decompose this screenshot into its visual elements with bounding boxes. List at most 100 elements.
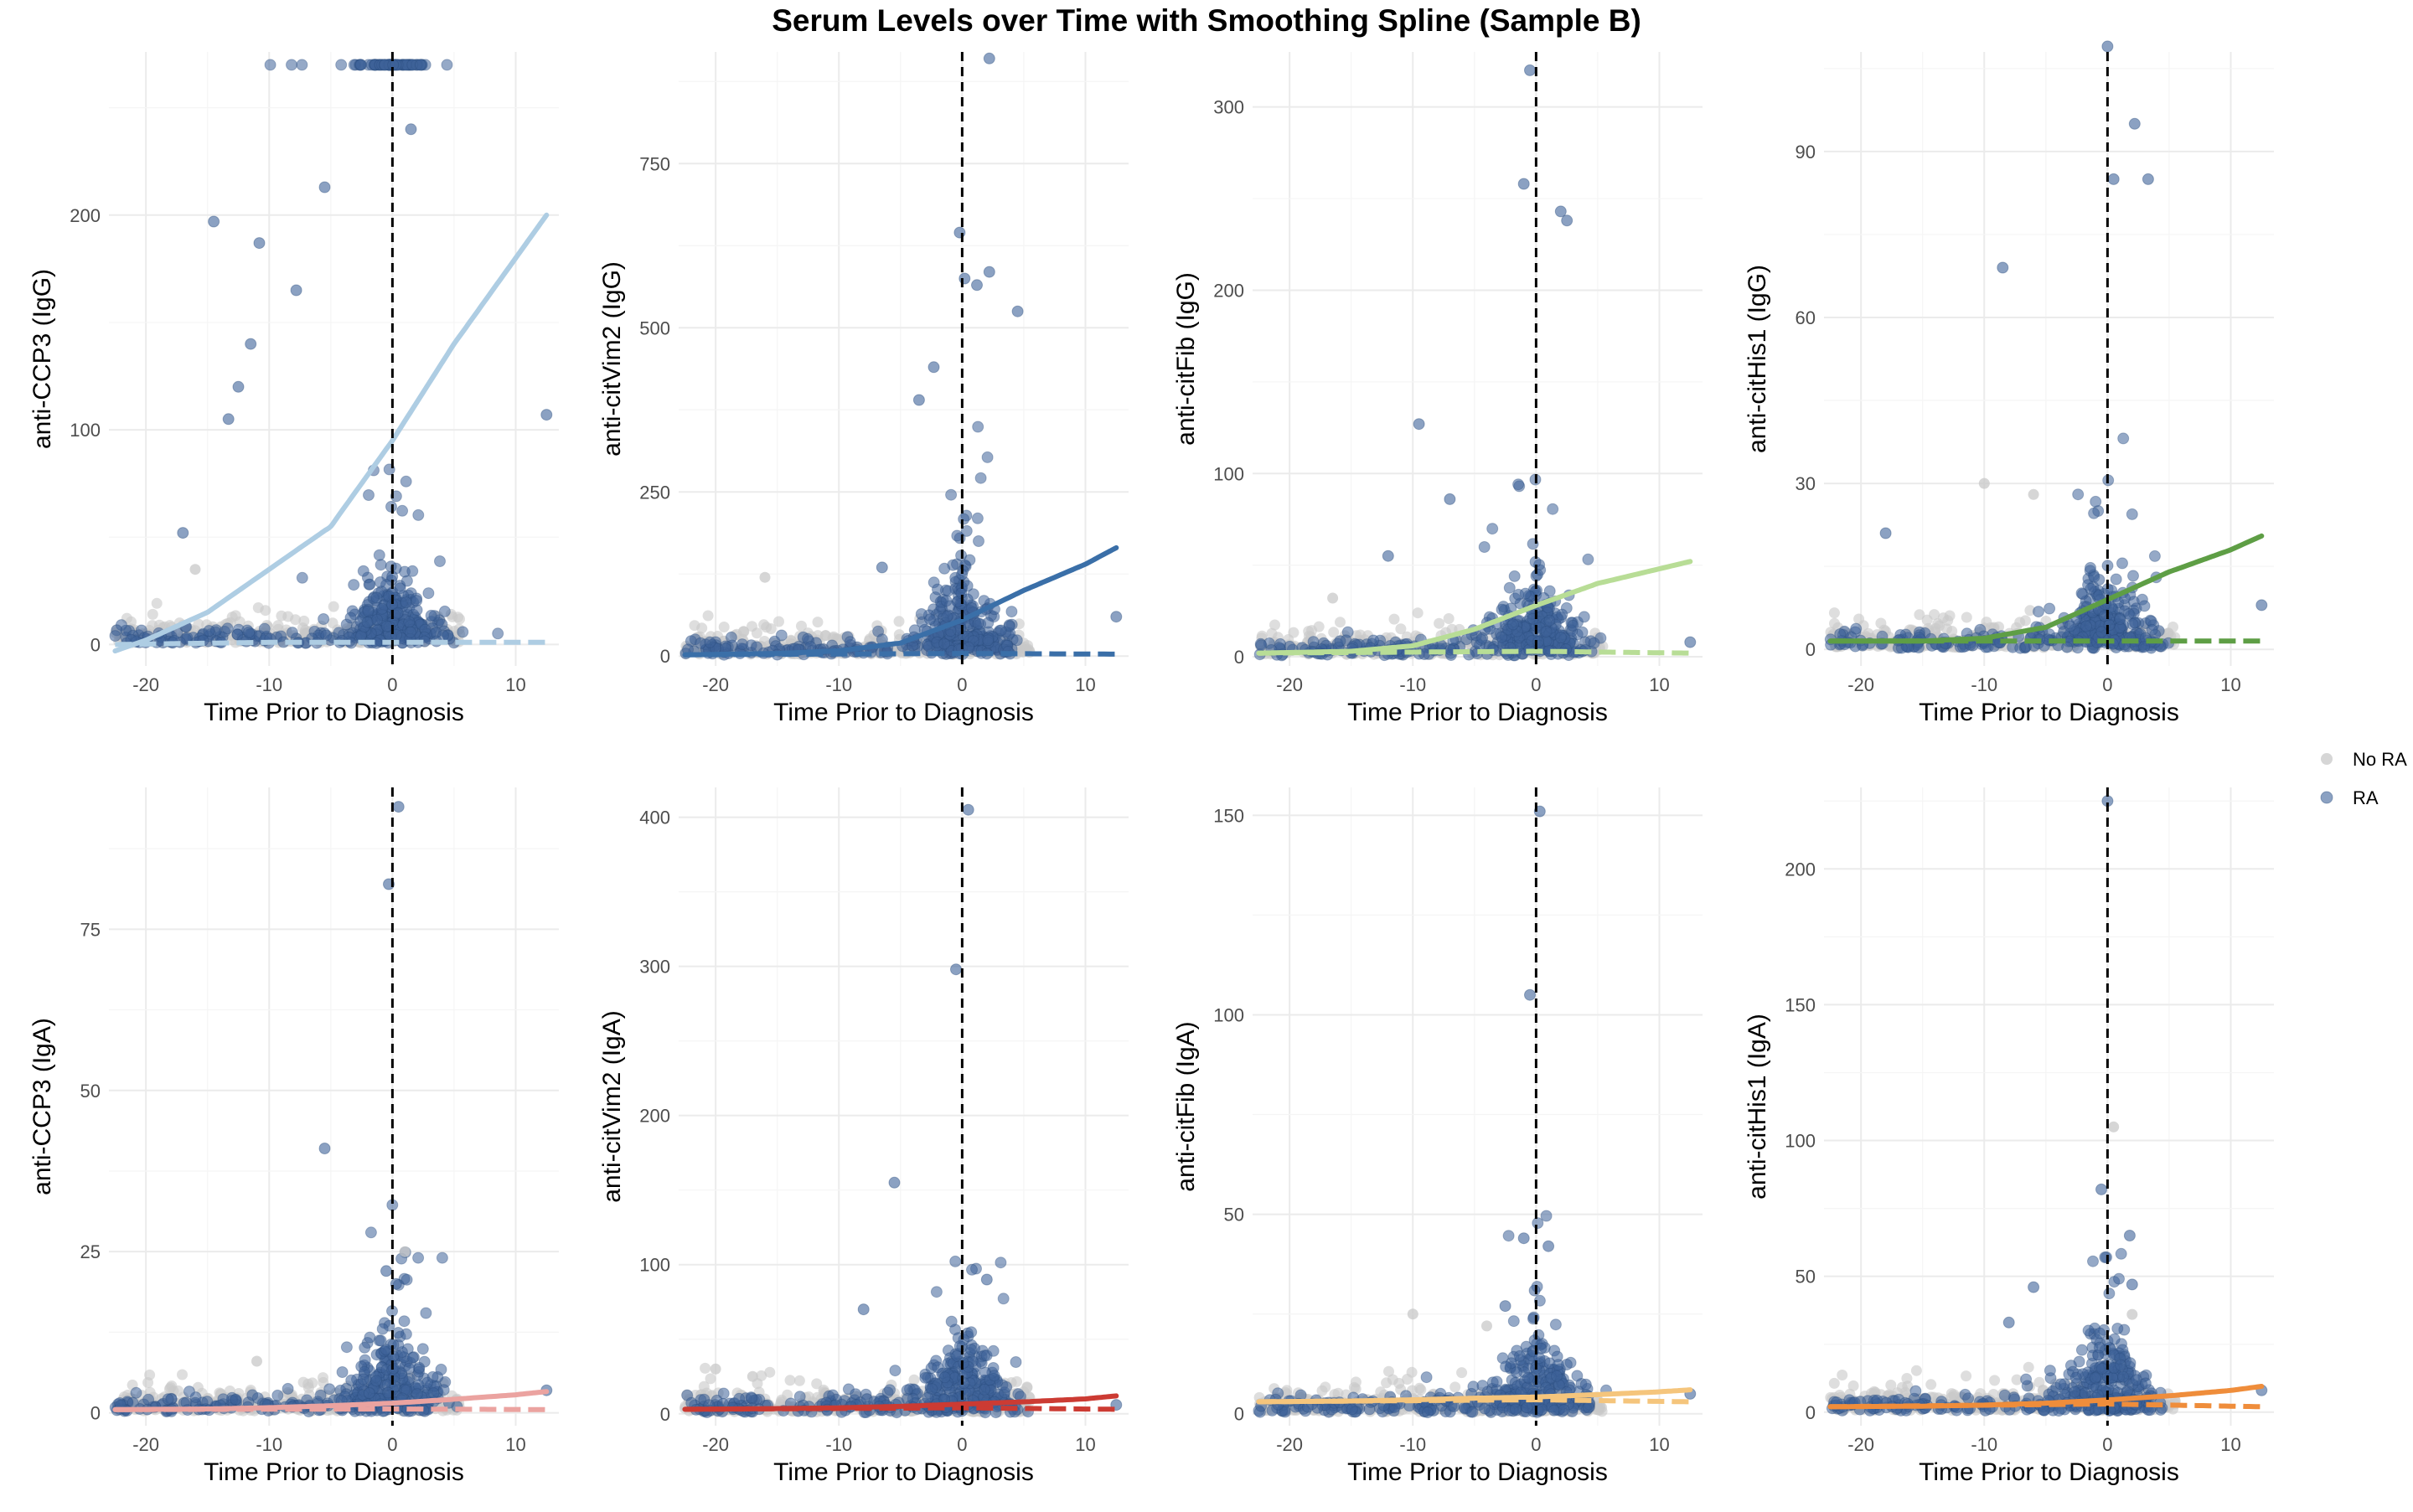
data-point-ra [417, 1344, 428, 1355]
data-point-ra [404, 617, 415, 627]
data-point-ra [939, 563, 950, 574]
data-point-ra [413, 1252, 424, 1263]
data-point-ra [933, 1362, 943, 1373]
data-point-ra [1256, 640, 1267, 651]
grid-lines [109, 52, 559, 666]
data-point-ra-outlier [2129, 118, 2140, 129]
x-tick-label: 0 [387, 674, 397, 695]
y-axis-title: anti-citFib (IgG) [1172, 272, 1200, 446]
data-point-ra [423, 588, 434, 599]
data-point-ra-outlier [1997, 262, 2008, 273]
data-point-ra [1541, 627, 1552, 637]
data-point-ra [1487, 524, 1498, 534]
data-point-ra [436, 1364, 447, 1375]
data-point-ra [321, 630, 332, 641]
data-point-ra [1335, 636, 1346, 647]
data-point-ra [989, 1370, 1000, 1381]
data-point-no-ra [703, 611, 714, 622]
data-point-ra [2128, 570, 2139, 581]
data-point-no-ra-outlier [747, 1371, 758, 1382]
x-tick-label: 10 [1075, 674, 1095, 695]
data-point-ra [974, 536, 984, 547]
data-point-ra [364, 579, 375, 590]
data-point-ra [2111, 574, 2121, 585]
data-point-ra [2149, 550, 2160, 561]
x-tick-label: 10 [1649, 674, 1669, 695]
data-point-no-ra [452, 612, 463, 622]
data-point-ra [407, 1352, 418, 1363]
data-point-ra-outlier [2142, 173, 2153, 184]
data-point-ra-outlier [1012, 306, 1023, 317]
data-point-ra [244, 627, 255, 637]
data-point-ra-outlier [245, 338, 256, 349]
data-point-no-ra [1829, 618, 1840, 629]
x-tick-label: -10 [256, 674, 282, 695]
data-point-no-ra-outlier [190, 564, 201, 575]
x-tick-label: 10 [1649, 1434, 1669, 1455]
data-point-ra [979, 1384, 990, 1395]
x-tick-label: 0 [957, 674, 967, 695]
data-point-ra-outlier [1880, 528, 1891, 539]
data-point-no-ra [1449, 1381, 1460, 1392]
y-axis-title: anti-citVim2 (IgA) [598, 1010, 626, 1203]
data-point-ra-outlier [2102, 41, 2113, 52]
data-point-ra [1835, 629, 1846, 640]
y-tick-label: 250 [639, 482, 670, 503]
y-tick-label: 300 [1213, 97, 1244, 118]
x-tick-label: -20 [132, 674, 159, 695]
data-point-ra [1479, 542, 1490, 553]
y-tick-label: 0 [90, 634, 101, 655]
grid-lines [679, 787, 1129, 1426]
data-point-no-ra [1914, 609, 1925, 620]
data-point-ra [942, 612, 953, 622]
data-point-ra-outlier [1111, 612, 1122, 622]
data-point-no-ra [273, 620, 284, 631]
data-point-ra [2096, 627, 2107, 637]
data-point-no-ra [700, 1363, 710, 1374]
data-point-no-ra [719, 622, 730, 632]
data-point-ra-outlier [876, 562, 887, 573]
data-point-ra [2117, 558, 2128, 569]
data-point-no-ra [1456, 1367, 1467, 1378]
data-point-ra [131, 1387, 142, 1398]
data-point-no-ra [1389, 614, 1400, 625]
data-point-no-ra [785, 1375, 796, 1386]
data-point-ra [411, 596, 422, 606]
data-point-ra [407, 565, 418, 576]
data-point-ra [421, 1308, 431, 1318]
data-point-ra [359, 1342, 370, 1353]
data-point-ra [902, 1394, 913, 1405]
y-tick-label: 200 [70, 205, 101, 226]
data-point-no-ra [290, 614, 301, 625]
x-axis-title: Time Prior to Diagnosis [773, 699, 1034, 726]
data-point-ra [457, 627, 468, 637]
data-point-ra [1509, 570, 1520, 581]
data-point-ra-outlier [223, 414, 234, 425]
data-point-ra [1010, 1357, 1021, 1368]
data-point-ra [439, 606, 450, 617]
data-point-ra [365, 1227, 376, 1238]
data-point-ra [413, 509, 424, 520]
x-tick-label: -10 [256, 1434, 282, 1455]
y-tick-label: 500 [639, 317, 670, 338]
data-point-no-ra [147, 609, 158, 620]
data-point-ra [967, 1264, 978, 1275]
y-tick-label: 0 [660, 646, 670, 667]
data-point-no-ra [177, 1370, 188, 1380]
chart-title: Serum Levels over Time with Smoothing Sp… [772, 3, 1641, 38]
data-point-no-ra [302, 1379, 313, 1390]
data-point-ra [1496, 604, 1507, 615]
data-point-ra [222, 623, 233, 634]
data-point-ra [143, 1394, 154, 1405]
data-point-ra [426, 610, 437, 621]
y-axis-title: anti-citFib (IgA) [1172, 1021, 1200, 1191]
data-point-ra-saturated [355, 59, 366, 70]
data-point-no-ra [696, 622, 707, 633]
data-point-ra [405, 627, 416, 637]
x-axis-title: Time Prior to Diagnosis [1347, 699, 1608, 726]
